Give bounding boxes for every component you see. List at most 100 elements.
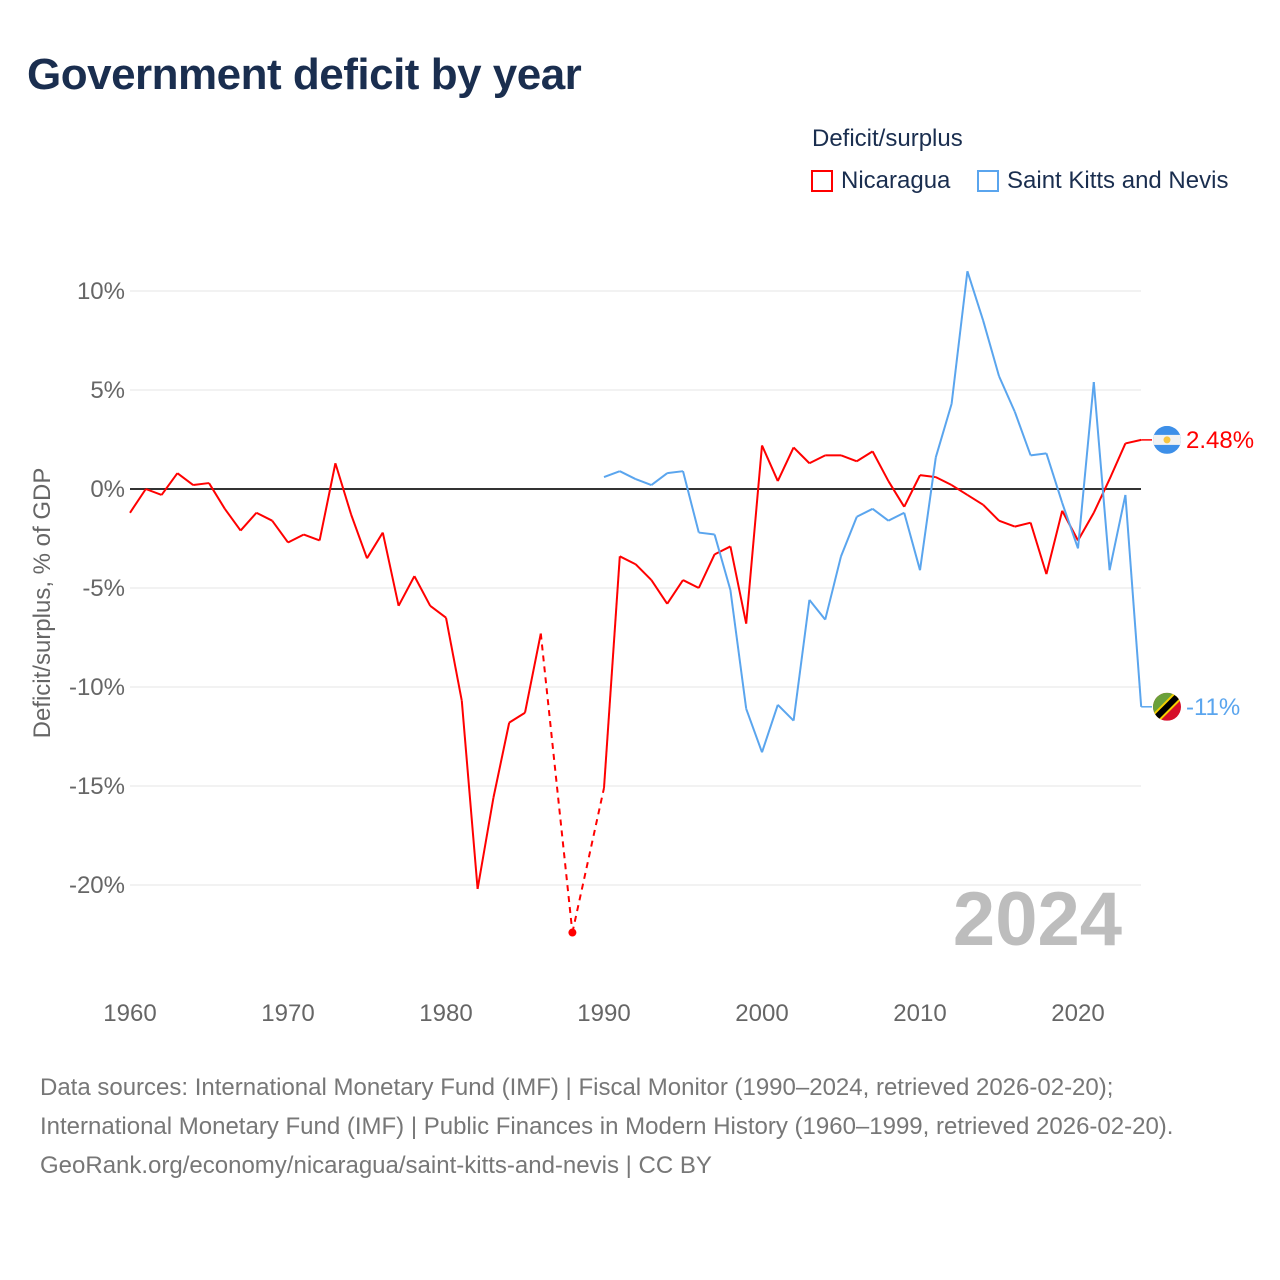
year-watermark: 2024 bbox=[953, 877, 1122, 962]
series-segment bbox=[745, 708, 763, 753]
series-segment bbox=[982, 504, 1000, 522]
series-segment bbox=[935, 476, 953, 486]
legend-item-nicaragua[interactable]: Nicaragua bbox=[811, 167, 950, 195]
series-segment bbox=[603, 556, 621, 789]
series-segment bbox=[350, 514, 368, 559]
series-segment bbox=[698, 531, 715, 536]
x-tick-label: 2020 bbox=[1051, 1000, 1104, 1027]
series-segment bbox=[619, 555, 637, 566]
legend-item-saint-kitts-and-nevis[interactable]: Saint Kitts and Nevis bbox=[977, 167, 1228, 195]
page-title: Government deficit by year bbox=[27, 50, 582, 99]
series-segment bbox=[729, 546, 748, 624]
line-chart: Deficit/surplus, % of GDP 2024 10% 5% 0% -5… bbox=[29, 270, 1254, 1027]
legend-title: Deficit/surplus bbox=[812, 125, 963, 152]
series-segment bbox=[729, 589, 748, 709]
series-segment bbox=[840, 454, 858, 463]
series-segment bbox=[1014, 521, 1031, 528]
saint-kitts-and-nevis-flag-icon bbox=[1153, 692, 1181, 721]
series-segment bbox=[666, 579, 684, 605]
series-segment bbox=[808, 454, 826, 465]
series-segment bbox=[951, 484, 968, 496]
legend-label: Nicaragua bbox=[841, 167, 951, 194]
series-segment bbox=[887, 511, 905, 522]
series-segment bbox=[1013, 411, 1032, 456]
series-segment bbox=[966, 270, 985, 322]
series-segment bbox=[682, 470, 700, 533]
series-segment bbox=[919, 457, 937, 571]
series-segment bbox=[239, 512, 258, 532]
series-segment bbox=[792, 599, 811, 721]
series-segment bbox=[303, 533, 320, 542]
series-segment bbox=[903, 512, 921, 571]
y-tick-label: -10% bbox=[69, 674, 125, 701]
series-segment bbox=[366, 532, 384, 559]
legend-label: Saint Kitts and Nevis bbox=[1007, 167, 1229, 194]
end-value-label: 2.48% bbox=[1186, 427, 1254, 454]
series-segment bbox=[777, 704, 795, 722]
series-segment bbox=[460, 700, 479, 890]
series-segment bbox=[1061, 502, 1079, 549]
series-segment bbox=[1029, 522, 1048, 575]
footer: Data sources: International Monetary Fun… bbox=[40, 1068, 1240, 1185]
series-segment bbox=[840, 516, 858, 557]
y-tick-label: -15% bbox=[69, 773, 125, 800]
x-tick-label: 1970 bbox=[261, 1000, 314, 1027]
series-segment bbox=[950, 271, 969, 404]
y-tick-label: -5% bbox=[82, 575, 125, 602]
series-segment bbox=[1077, 381, 1095, 549]
series-segment bbox=[903, 474, 921, 508]
series-segment bbox=[193, 482, 210, 487]
series-segment bbox=[982, 320, 1000, 377]
series-segment bbox=[998, 519, 1016, 528]
series-segment bbox=[145, 488, 162, 496]
series-segment bbox=[998, 375, 1016, 413]
series-segment bbox=[634, 563, 653, 581]
series-segment bbox=[1045, 453, 1064, 504]
credit-link[interactable]: GeoRank.org/economy/nicaragua/saint-kitt… bbox=[40, 1152, 712, 1179]
series-segment bbox=[255, 511, 273, 522]
series-segment bbox=[635, 478, 652, 486]
series-gap-segment bbox=[539, 633, 574, 933]
series-segment bbox=[1108, 443, 1127, 480]
legend-swatch bbox=[811, 170, 833, 192]
series-segment bbox=[445, 617, 463, 702]
series-segment bbox=[176, 472, 194, 486]
series-segment bbox=[1124, 494, 1143, 707]
x-tick-label: 2000 bbox=[735, 1000, 788, 1027]
series-segment bbox=[1045, 510, 1064, 575]
series-segment bbox=[508, 711, 526, 724]
y-tick-label: -20% bbox=[69, 872, 125, 899]
series-segment bbox=[1092, 381, 1111, 571]
series-segment bbox=[697, 553, 716, 589]
series-segment bbox=[397, 575, 416, 607]
y-tick-label: 10% bbox=[77, 278, 125, 305]
series-segment bbox=[856, 507, 874, 518]
legend-swatch bbox=[977, 170, 999, 192]
series-segment bbox=[713, 534, 732, 591]
series-segment bbox=[745, 445, 763, 624]
x-tick-label: 1980 bbox=[419, 1000, 472, 1027]
data-sources: Data sources: International Monetary Fun… bbox=[40, 1074, 1174, 1140]
series-segment bbox=[524, 633, 542, 713]
y-tick-label: 0% bbox=[90, 476, 125, 503]
end-value-label: -11% bbox=[1186, 694, 1240, 721]
series-segment bbox=[682, 579, 700, 589]
series-segment bbox=[650, 579, 669, 605]
series-segment bbox=[792, 446, 811, 464]
y-axis-label: Deficit/surplus, % of GDP bbox=[29, 468, 56, 739]
series-segment bbox=[223, 508, 242, 532]
nicaragua-flag-icon bbox=[1153, 425, 1181, 454]
series-segment bbox=[413, 575, 432, 607]
series-segment bbox=[856, 450, 874, 463]
x-tick-label: 2010 bbox=[893, 1000, 946, 1027]
series-segment bbox=[287, 533, 305, 544]
series-segment bbox=[871, 450, 890, 482]
series-segment bbox=[761, 445, 779, 482]
series-segment bbox=[1030, 452, 1047, 457]
series-segment bbox=[824, 556, 842, 620]
series-segment bbox=[603, 470, 621, 479]
series-segment bbox=[667, 470, 684, 475]
series-segment bbox=[887, 480, 906, 508]
series-segment bbox=[934, 403, 953, 458]
